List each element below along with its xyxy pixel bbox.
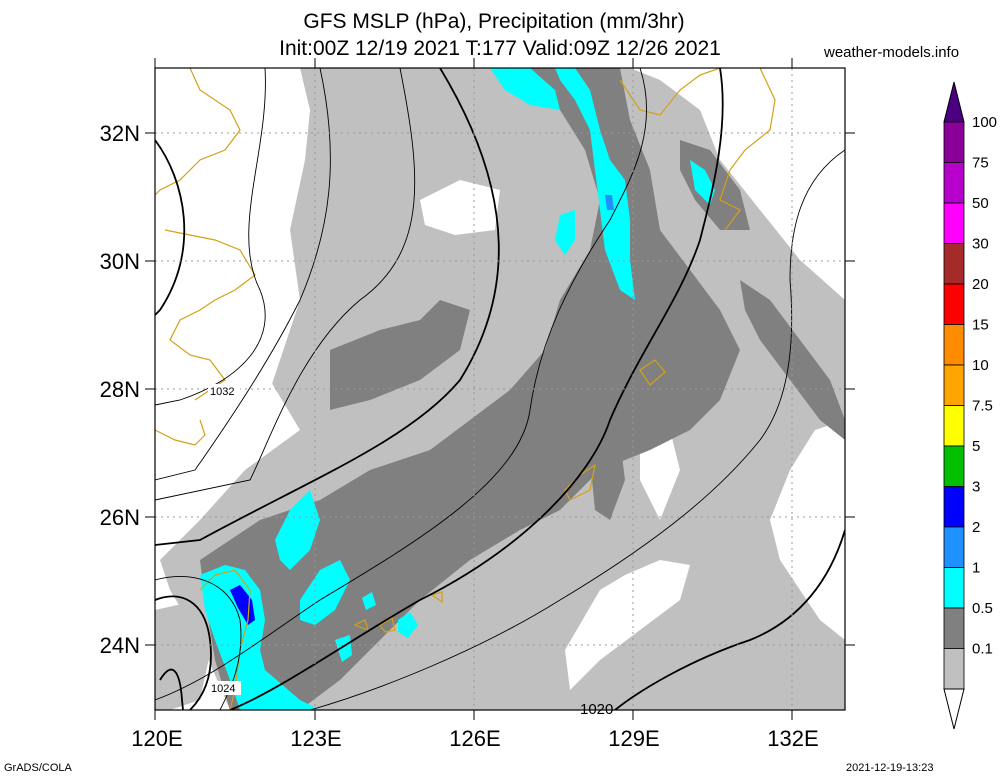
colorbar: 100 75 50 30 20 15 10 7.5 5 3 2 1 0.5 0.1 [943,81,997,730]
clear-area [420,180,500,235]
colorbar-swatch [943,607,965,649]
colorbar-label: 50 [972,195,989,212]
colorbar-label: 0.5 [972,600,993,617]
precip-0.1-field [155,600,215,710]
lat-label-30n: 30N [100,249,140,274]
lat-labels: 24N 26N 28N 30N 32N [100,121,140,658]
colorbar-swatch [943,121,965,163]
lat-label-24n: 24N [100,633,140,658]
colorbar-label: 5 [972,438,980,455]
lon-label-126e: 126E [449,726,500,751]
lon-labels: 120E 123E 126E 129E 132E [131,726,818,751]
axis-ticks [145,58,855,720]
colorbar-label: 3 [972,479,980,496]
colorbar-swatch [943,648,965,690]
coastlines [155,68,776,710]
map-area [155,68,845,710]
precip-2-core [605,195,614,210]
colorbar-label: 2 [972,519,980,536]
chart-title: GFS MSLP (hPa), Precipitation (mm/3hr) [303,10,685,33]
precip-1-field [690,160,715,205]
colorbar-swatch [943,202,965,244]
precip-0.5-field [590,440,625,520]
precip-0.5-field [740,280,845,440]
colorbar-swatch [943,243,965,285]
colorbar-label: 10 [972,357,989,374]
colorbar-swatch [943,162,965,204]
colorbar-swatch [943,324,965,366]
precip-0.5-field [330,300,470,410]
colorbar-label: 1 [972,560,980,577]
colorbar-label: 30 [972,236,989,253]
precip-1-field [200,565,320,710]
colorbar-swatch [943,405,965,447]
footer-credit: GrADS/COLA [4,762,72,774]
lat-label-26n: 26N [100,505,140,530]
clear-area [565,560,690,690]
lon-label-132e: 132E [767,726,818,751]
precip-1-field [275,490,320,570]
isobar-label-1024: 1024 [211,683,235,695]
precip-1-field [555,68,635,300]
lat-label-32n: 32N [100,121,140,146]
lon-label-129e: 129E [608,726,659,751]
precip-1-field [398,612,418,638]
colorbar-swatch [943,364,965,406]
precip-1-field [335,635,352,662]
lat-label-28n: 28N [100,377,140,402]
colorbar-swatch [943,526,965,568]
isobar-label-1032: 1032 [210,386,234,398]
colorbar-swatch [943,445,965,487]
isobars-thick [155,68,845,710]
clear-area [630,68,845,300]
precip-1-field [362,592,376,610]
colorbar-label: 20 [972,276,989,293]
colorbar-swatch [943,567,965,609]
colorbar-top-arrow [943,81,965,123]
colorbar-label: 100 [972,114,997,131]
colorbar-label: 15 [972,317,989,334]
site-credit: weather-models.info [824,44,960,61]
grid-lines [155,68,845,710]
colorbar-swatch [943,283,965,325]
lon-label-123e: 123E [290,726,341,751]
precip-0.5-field [680,140,750,230]
colorbar-label: 75 [972,155,989,172]
clear-area [770,420,845,640]
colorbar-swatch [943,486,965,528]
colorbar-label: 7.5 [972,398,993,415]
colorbar-bottom-arrow [943,688,965,730]
precip-1-field [300,560,350,625]
footer-timestamp: 2021-12-19-13:23 [846,762,934,774]
colorbar-label: 0.1 [972,641,993,658]
precip-1-field [555,210,575,255]
precip-1-field [490,68,560,110]
lon-label-120e: 120E [131,726,182,751]
chart-subtitle: Init:00Z 12/19 2021 T:177 Valid:09Z 12/2… [279,37,721,60]
